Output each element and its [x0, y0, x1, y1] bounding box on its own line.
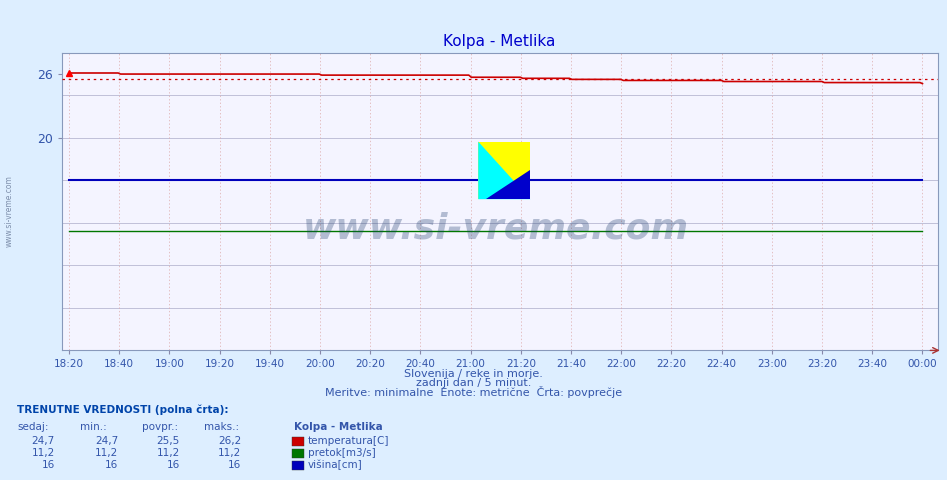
Text: 11,2: 11,2 [95, 448, 118, 458]
Text: 16: 16 [105, 460, 118, 470]
Text: www.si-vreme.com: www.si-vreme.com [303, 211, 688, 245]
Text: zadnji dan / 5 minut.: zadnji dan / 5 minut. [416, 378, 531, 388]
Text: maks.:: maks.: [204, 421, 239, 432]
Text: sedaj:: sedaj: [17, 421, 48, 432]
Text: TRENUTNE VREDNOSTI (polna črta):: TRENUTNE VREDNOSTI (polna črta): [17, 404, 228, 415]
Text: povpr.:: povpr.: [142, 421, 178, 432]
Text: 16: 16 [167, 460, 180, 470]
Text: 11,2: 11,2 [218, 448, 241, 458]
Text: 24,7: 24,7 [95, 436, 118, 446]
Text: min.:: min.: [80, 421, 107, 432]
Text: Slovenija / reke in morje.: Slovenija / reke in morje. [404, 369, 543, 379]
Text: Kolpa - Metlika: Kolpa - Metlika [294, 421, 383, 432]
Text: 24,7: 24,7 [31, 436, 55, 446]
Text: 25,5: 25,5 [156, 436, 180, 446]
Text: temperatura[C]: temperatura[C] [308, 436, 389, 446]
Title: Kolpa - Metlika: Kolpa - Metlika [443, 34, 556, 49]
Text: pretok[m3/s]: pretok[m3/s] [308, 448, 376, 458]
Text: 26,2: 26,2 [218, 436, 241, 446]
Text: 16: 16 [42, 460, 55, 470]
Text: višina[cm]: višina[cm] [308, 459, 363, 470]
Text: www.si-vreme.com: www.si-vreme.com [5, 175, 14, 247]
Text: Meritve: minimalne  Enote: metrične  Črta: povprečje: Meritve: minimalne Enote: metrične Črta:… [325, 386, 622, 398]
Text: 16: 16 [228, 460, 241, 470]
Text: 11,2: 11,2 [31, 448, 55, 458]
Text: 11,2: 11,2 [156, 448, 180, 458]
